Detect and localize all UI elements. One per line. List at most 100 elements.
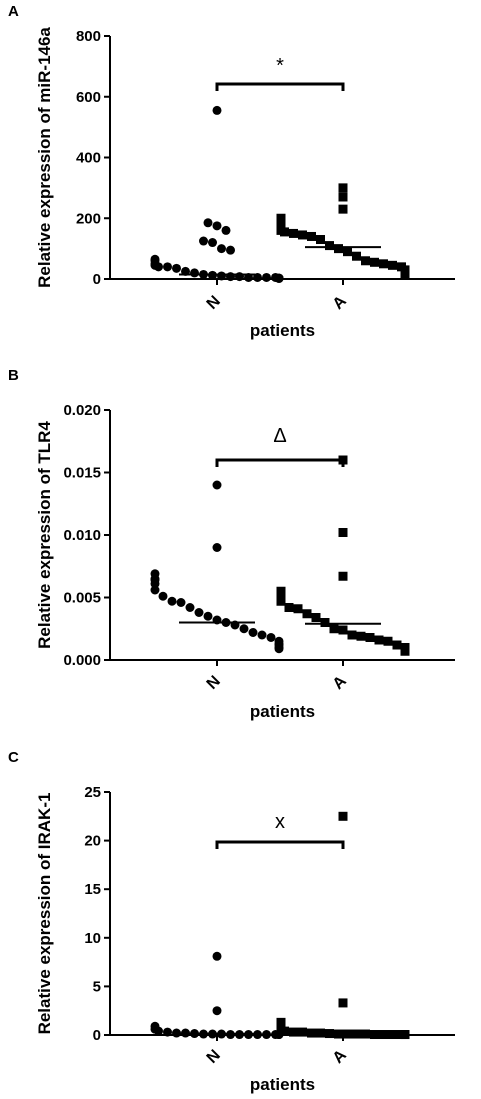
data-point-a	[347, 630, 357, 640]
x-tick-label: A	[330, 1046, 351, 1067]
significance-bracket	[215, 82, 345, 91]
data-point-n	[253, 1030, 262, 1040]
data-point-n	[150, 585, 160, 595]
data-point-a	[311, 613, 321, 622]
data-point-n	[167, 596, 177, 606]
x-axis-title: patients	[250, 321, 315, 340]
y-tick-label: 5	[93, 978, 101, 995]
data-point-n	[262, 1030, 271, 1040]
data-point-a	[388, 1030, 397, 1040]
data-point-a	[338, 998, 348, 1008]
data-point-a	[325, 241, 334, 251]
x-tick-label: N	[204, 1047, 224, 1067]
data-point-n	[217, 271, 226, 281]
panel-letter: B	[8, 367, 19, 384]
data-point-a	[276, 215, 286, 225]
data-point-n	[203, 611, 213, 621]
data-point-n	[262, 272, 271, 282]
data-point-a	[356, 631, 366, 641]
y-tick-label: 0.020	[63, 402, 101, 419]
y-tick-label: 10	[84, 930, 101, 947]
data-point-n	[172, 1028, 181, 1038]
data-point-n	[194, 608, 204, 617]
data-point-n	[154, 1026, 163, 1036]
data-point-n	[235, 272, 244, 282]
data-point-n	[239, 624, 249, 634]
data-point-a	[293, 604, 303, 614]
data-point-n	[172, 263, 181, 273]
data-point-n	[257, 630, 267, 640]
data-point-a	[370, 257, 379, 267]
data-point-a	[316, 235, 325, 245]
data-point-a	[298, 230, 307, 240]
x-tick-label: A	[330, 292, 351, 313]
data-point-a	[383, 636, 393, 646]
y-tick-label: 0.010	[63, 527, 101, 544]
data-point-a	[361, 256, 370, 266]
data-point-n	[163, 1027, 172, 1037]
data-point-a	[276, 586, 286, 596]
data-point-n	[185, 603, 195, 612]
data-point-n	[158, 591, 168, 601]
data-point-a	[338, 625, 348, 635]
data-point-a	[334, 244, 343, 254]
significance-bracket	[215, 458, 345, 467]
data-point-a	[400, 646, 410, 656]
y-axis-title: Relative expression of miR-146a	[35, 27, 54, 288]
data-point-n	[253, 272, 262, 282]
data-point-a	[338, 571, 348, 581]
data-point-n	[248, 628, 258, 637]
data-point-a	[280, 227, 289, 237]
y-axis-title: Relative expression of IRAK-1	[35, 793, 54, 1035]
data-point-n	[266, 633, 276, 642]
data-point-n	[212, 480, 222, 490]
x-axis-title: patients	[250, 1075, 315, 1094]
data-point-a	[400, 1030, 410, 1040]
data-point-a	[276, 221, 286, 231]
data-point-n	[212, 1006, 222, 1016]
x-tick-label: A	[330, 672, 351, 693]
data-point-n	[150, 579, 160, 589]
y-tick-label: 600	[76, 89, 101, 106]
data-point-a	[329, 624, 339, 634]
y-tick-label: 0	[93, 1027, 101, 1044]
y-tick-label: 800	[76, 28, 101, 45]
data-point-a	[338, 455, 348, 465]
data-point-a	[276, 596, 286, 606]
data-point-n	[212, 543, 222, 552]
data-point-a	[379, 259, 388, 269]
data-point-a	[320, 618, 330, 627]
data-point-a	[302, 609, 312, 619]
data-point-n	[176, 598, 186, 607]
panel-letter: A	[8, 3, 19, 20]
data-point-n	[208, 238, 217, 248]
data-point-a	[280, 1026, 289, 1036]
data-point-a	[284, 603, 294, 612]
data-point-n	[226, 272, 235, 282]
significance-bracket	[215, 840, 345, 849]
data-point-n	[203, 218, 213, 228]
x-axis-title: patients	[250, 702, 315, 721]
data-point-a	[352, 251, 361, 261]
data-point-n	[212, 951, 222, 961]
data-point-n	[217, 244, 226, 254]
data-point-n	[212, 221, 222, 231]
data-point-a	[370, 1030, 379, 1040]
data-point-a	[298, 1027, 307, 1037]
data-point-a	[289, 1027, 298, 1037]
data-point-a	[338, 192, 348, 202]
data-point-n	[212, 105, 222, 115]
y-tick-label: 0	[93, 271, 101, 288]
data-point-a	[338, 811, 348, 821]
data-point-a	[307, 231, 316, 241]
data-point-a	[374, 635, 384, 645]
y-tick-label: 15	[84, 881, 101, 898]
data-point-a	[365, 633, 375, 642]
data-point-a	[400, 269, 410, 279]
data-point-a	[338, 204, 348, 214]
